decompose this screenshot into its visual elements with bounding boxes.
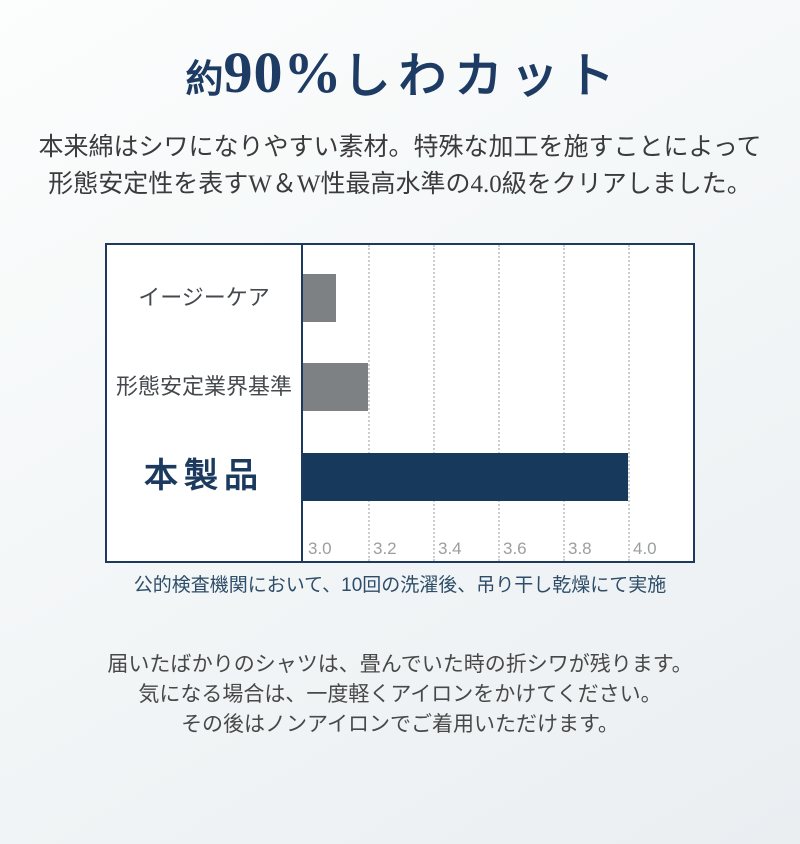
category-label: イージーケア — [138, 285, 270, 310]
gridline — [433, 245, 435, 561]
footer-note-line: 気になる場合は、一度軽くアイロンをかけてください。 — [138, 682, 662, 706]
chart-bar — [303, 274, 336, 322]
page-title: 約90%しわカット — [0, 44, 800, 102]
gridline — [628, 245, 630, 561]
gridline — [563, 245, 565, 561]
page: 約90%しわカット 本来綿はシワになりやすい素材。特殊な加工を施すことによって形… — [0, 44, 800, 844]
gridline — [498, 245, 500, 561]
chart-plot-area: 3.0 3.2 3.4 3.6 3.8 4.0 — [303, 245, 693, 561]
chart-bar — [303, 453, 628, 501]
category-label: 本製品 — [144, 458, 264, 495]
title-suffix: しわカット — [342, 50, 623, 103]
chart-caption: 公的検査機関において、10回の洗濯後、吊り干し乾燥にて実施 — [133, 575, 667, 596]
axis-tick-label: 3.6 — [503, 539, 527, 558]
chart-label-column: イージーケア 形態安定業界基準本製品 — [107, 245, 301, 561]
axis-tick-label: 3.4 — [438, 539, 462, 558]
axis-tick-label: 4.0 — [633, 539, 657, 558]
category-label: 形態安定業界基準 — [115, 374, 292, 399]
axis-tick-label: 3.0 — [308, 539, 332, 558]
gridline — [368, 245, 370, 561]
footer-note-line: 届いたばかりのシャツは、畳んでいた時の折シワが残ります。 — [107, 652, 693, 676]
chart-y-axis — [301, 245, 303, 561]
chart-bar — [303, 363, 368, 411]
chart: イージーケア 形態安定業界基準本製品 3.0 3.2 3.4 3.6 3.8 4.0 — [105, 243, 695, 563]
footer-note: 届いたばかりのシャツは、畳んでいた時の折シワが残ります。 気になる場合は、一度軽く… — [0, 649, 800, 739]
title-number: 90% — [223, 40, 343, 105]
intro-line: 本来綿はシワになりやすい素材。特殊な加工を施すことによって — [38, 134, 762, 161]
title-prefix: 約 — [185, 59, 224, 101]
intro-line: 形態安定性を表すW＆W性最高水準の4.0級をクリアしました。 — [48, 171, 752, 198]
footer-note-line: その後はノンアイロンでご着用いただけます。 — [181, 712, 619, 736]
axis-tick-label: 3.8 — [568, 539, 592, 558]
intro-paragraph: 本来綿はシワになりやすい素材。特殊な加工を施すことによって 形態安定性を表すW＆W… — [0, 129, 800, 203]
axis-tick-label: 3.2 — [373, 539, 397, 558]
